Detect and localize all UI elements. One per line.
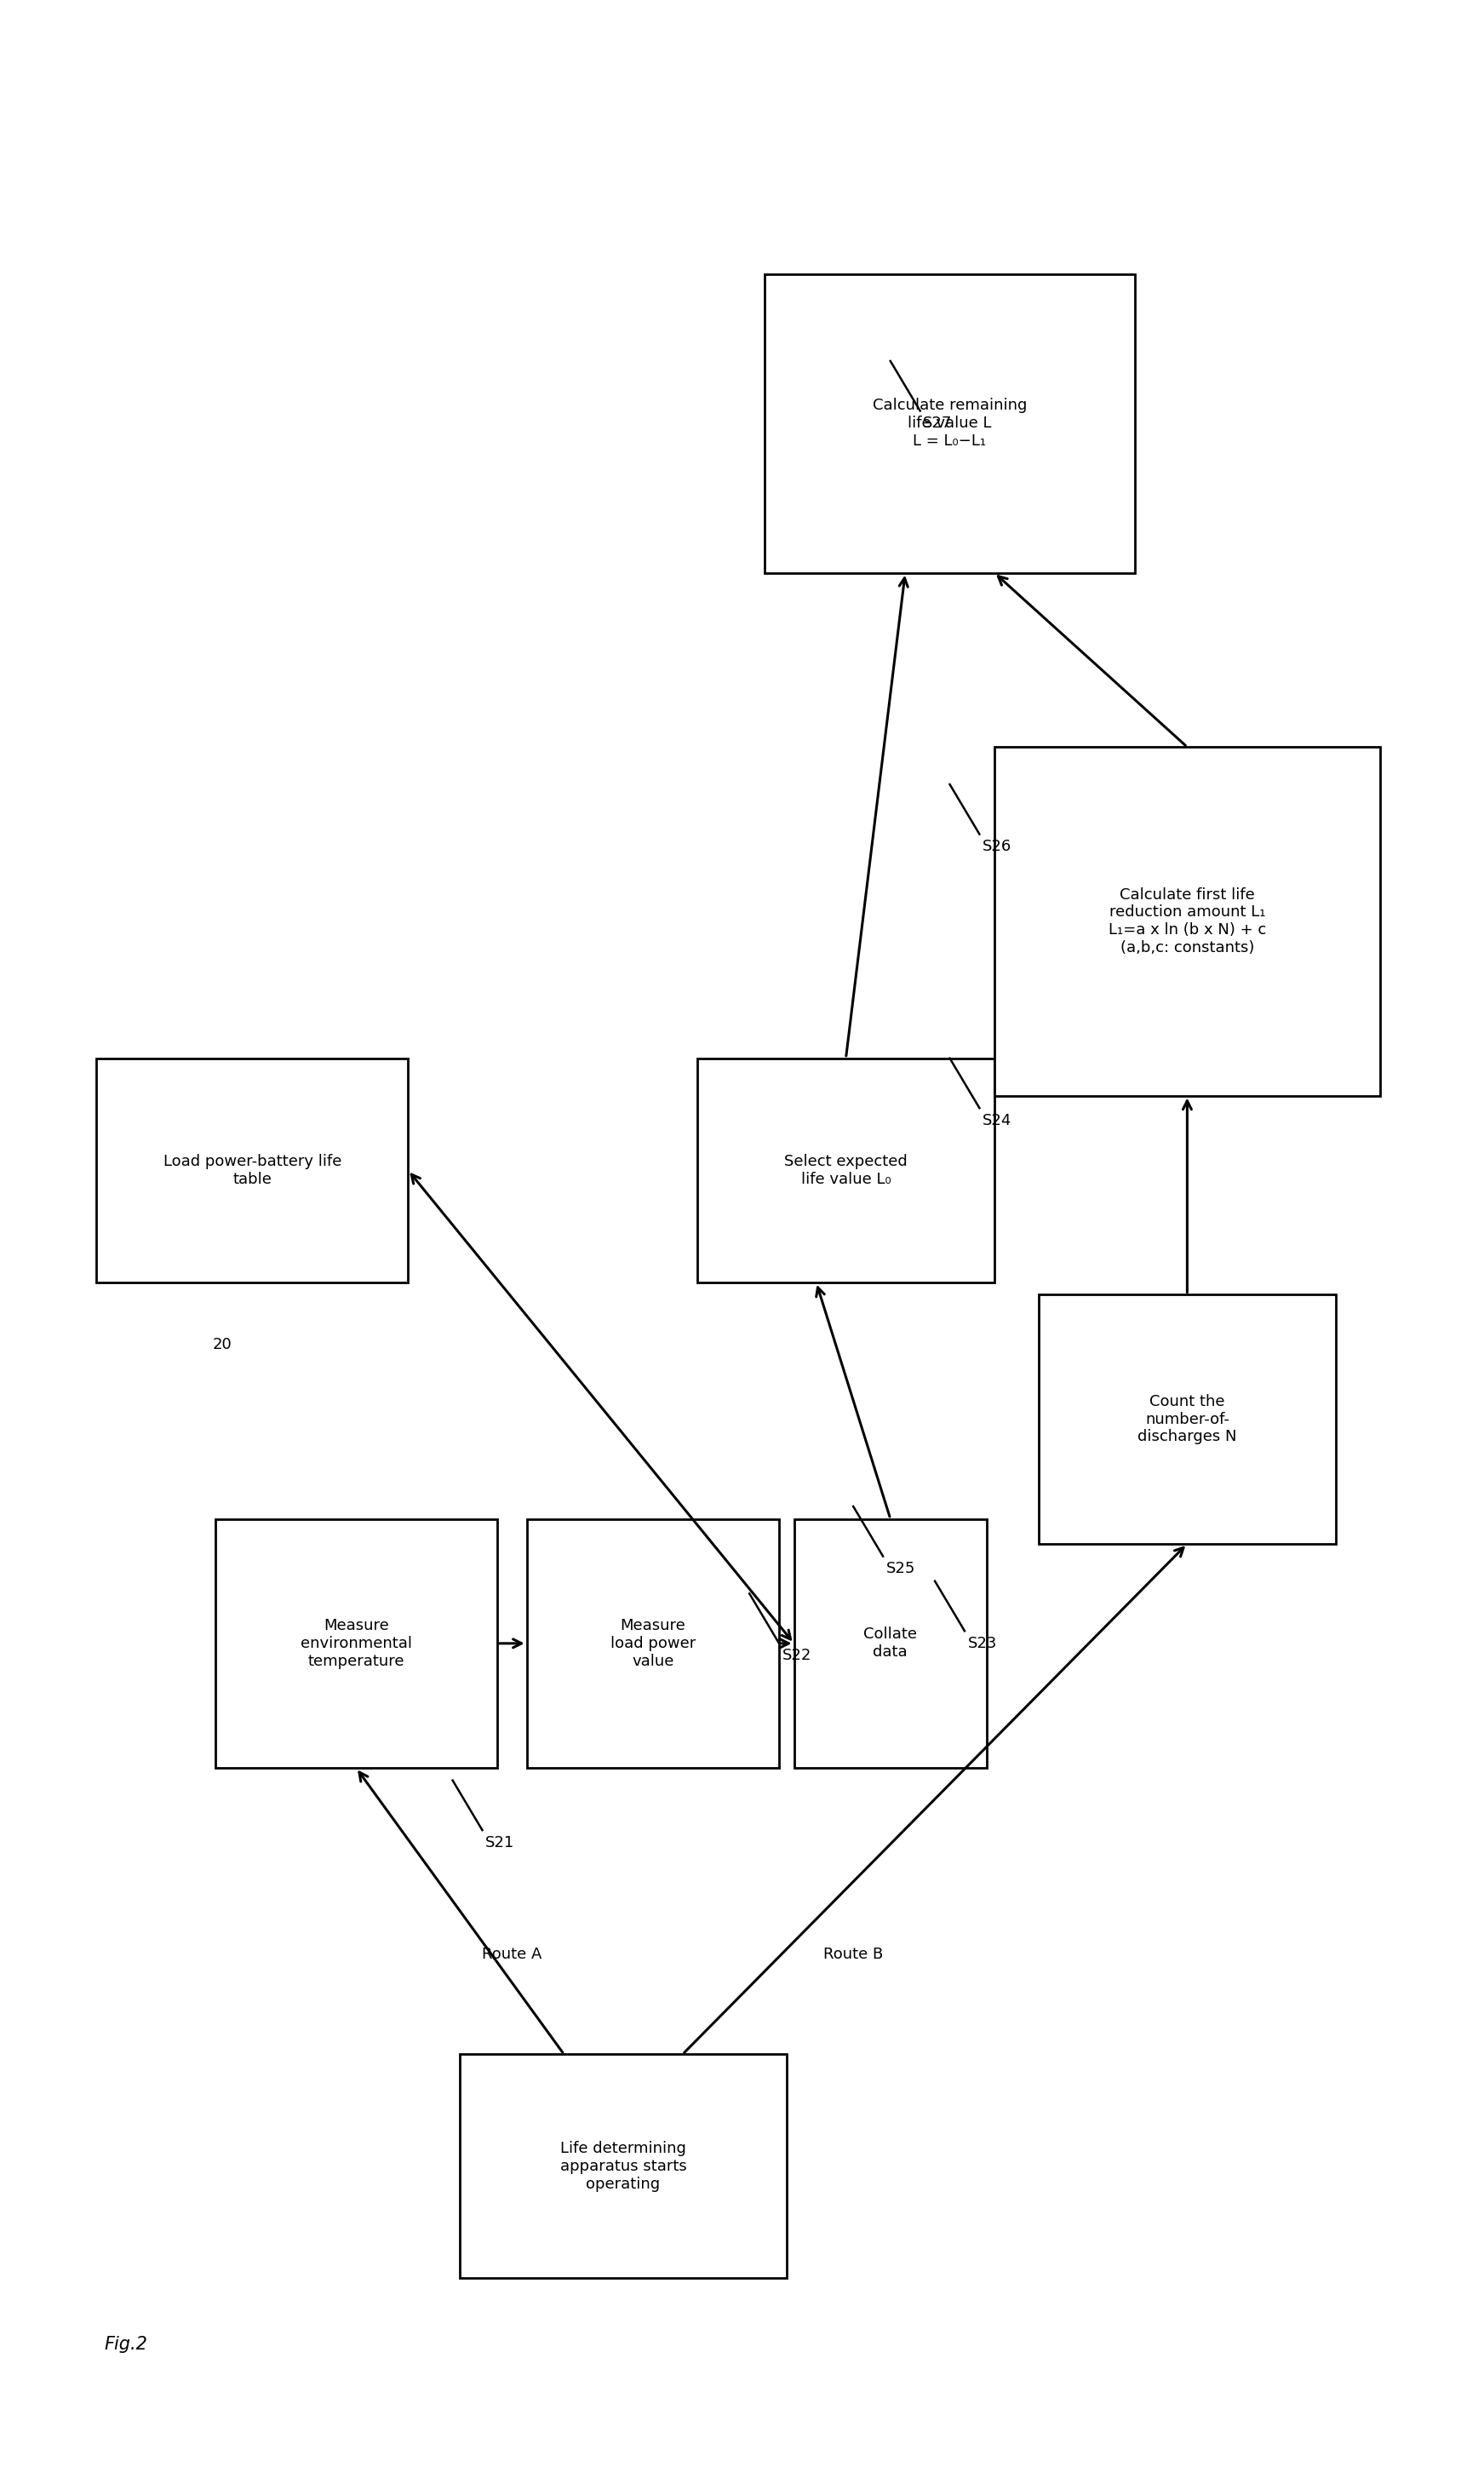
Text: S27: S27 [923, 416, 953, 431]
Text: Route B: Route B [824, 1947, 883, 1962]
Text: S22: S22 [782, 1648, 812, 1663]
Text: S25: S25 [886, 1561, 916, 1576]
FancyBboxPatch shape [96, 1058, 408, 1282]
Text: Measure
environmental
temperature: Measure environmental temperature [300, 1619, 413, 1668]
Text: S26: S26 [982, 839, 1012, 854]
Text: Select expected
life value L₀: Select expected life value L₀ [784, 1153, 908, 1188]
FancyBboxPatch shape [994, 747, 1380, 1096]
FancyBboxPatch shape [764, 274, 1135, 573]
FancyBboxPatch shape [215, 1519, 497, 1768]
Text: Fig.2: Fig.2 [104, 2336, 147, 2353]
FancyBboxPatch shape [697, 1058, 994, 1282]
Text: Calculate remaining
life value L
L = L₀−L₁: Calculate remaining life value L L = L₀−… [873, 398, 1027, 448]
FancyBboxPatch shape [460, 2054, 787, 2278]
FancyBboxPatch shape [1039, 1295, 1336, 1544]
Text: Calculate first life
reduction amount L₁
L₁=a x ln (b x N) + c
(a,b,c: constants: Calculate first life reduction amount L₁… [1109, 886, 1266, 956]
Text: Collate
data: Collate data [864, 1626, 917, 1661]
Text: Life determining
apparatus starts
operating: Life determining apparatus starts operat… [559, 2141, 687, 2191]
Text: S23: S23 [968, 1636, 997, 1651]
Text: Route A: Route A [482, 1947, 542, 1962]
Text: S24: S24 [982, 1113, 1012, 1128]
FancyBboxPatch shape [794, 1519, 987, 1768]
Text: Measure
load power
value: Measure load power value [610, 1619, 696, 1668]
Text: Load power-battery life
table: Load power-battery life table [163, 1153, 341, 1188]
Text: S21: S21 [485, 1835, 515, 1850]
FancyBboxPatch shape [527, 1519, 779, 1768]
Text: 20: 20 [212, 1337, 233, 1352]
Text: Count the
number-of-
discharges N: Count the number-of- discharges N [1138, 1394, 1236, 1444]
